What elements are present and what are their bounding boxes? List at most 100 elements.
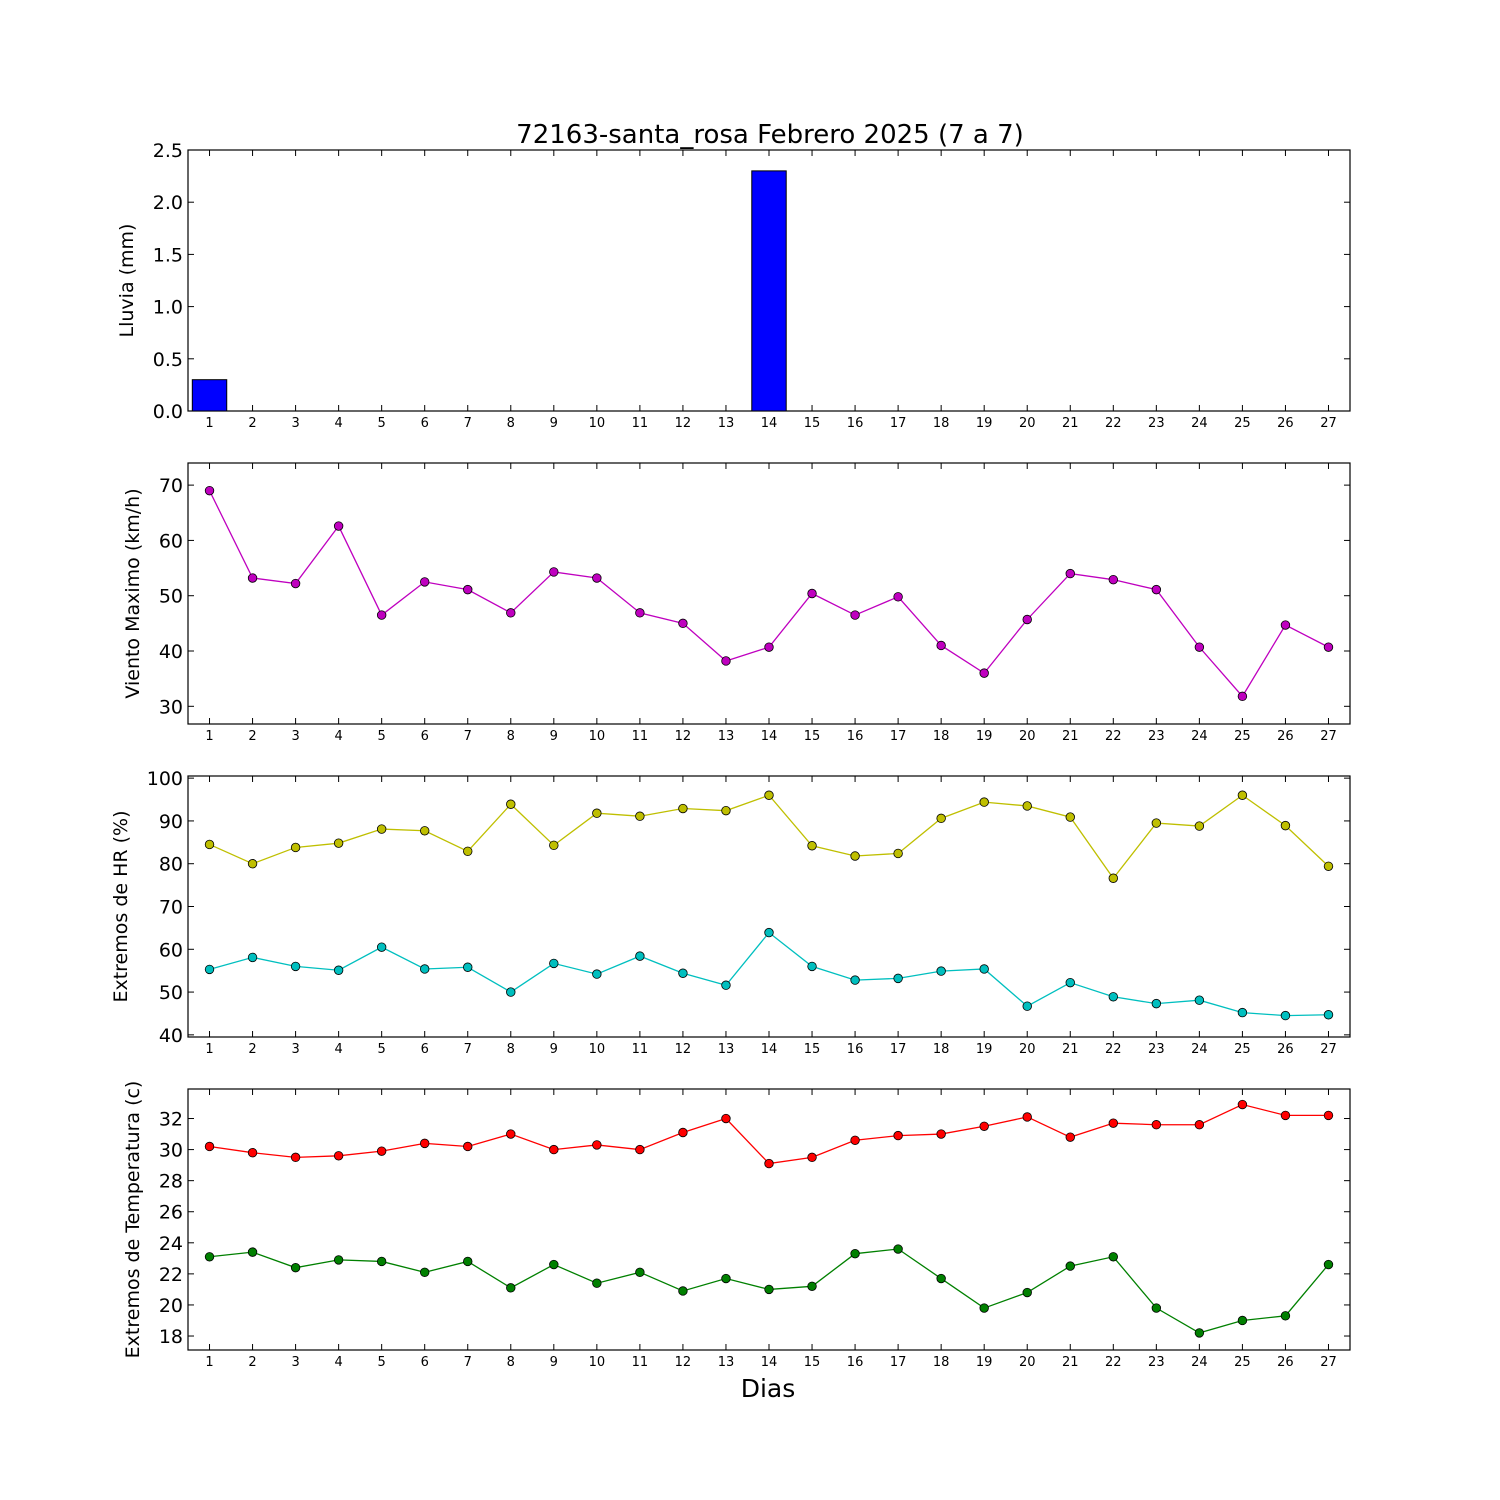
hr-min-point xyxy=(463,962,473,972)
temp-max-point xyxy=(506,1129,516,1139)
temperature-xtick-label: 27 xyxy=(1320,1355,1337,1370)
rain-xtick-label: 25 xyxy=(1234,416,1251,431)
temperature-ytick-label: 26 xyxy=(159,1202,183,1224)
temp-min-point xyxy=(936,1273,946,1284)
humidity-ytick-label: 70 xyxy=(159,897,183,919)
hr-max-point xyxy=(1022,801,1032,811)
temperature-ytick-label: 30 xyxy=(159,1140,183,1162)
rain-ytick-label: 2.5 xyxy=(153,140,183,162)
wind-max-point xyxy=(850,610,860,620)
hr-min-point xyxy=(936,966,946,976)
temp-min-point xyxy=(1280,1311,1291,1321)
humidity-xtick-label: 27 xyxy=(1320,1042,1337,1057)
wind-max-point xyxy=(721,656,731,666)
temp-max-point xyxy=(979,1121,989,1131)
rain-xtick-label: 11 xyxy=(632,416,649,431)
humidity-xtick-label: 9 xyxy=(550,1042,558,1057)
hr-min-point xyxy=(1280,1010,1291,1021)
wind-max-point xyxy=(1108,574,1118,585)
temp-max-point xyxy=(893,1130,903,1141)
rain-xtick-label: 5 xyxy=(378,416,386,431)
humidity-xtick-label: 21 xyxy=(1062,1042,1079,1057)
hr-min-point xyxy=(979,964,989,974)
temp-min-point xyxy=(979,1303,989,1313)
rain-xtick-label: 24 xyxy=(1191,416,1208,431)
wind-max-point xyxy=(893,592,903,602)
wind-xtick-label: 20 xyxy=(1019,729,1036,744)
wind-xtick-label: 12 xyxy=(675,729,692,744)
temp-min-point xyxy=(420,1267,430,1278)
temperature-ytick-label: 24 xyxy=(159,1233,183,1255)
hr-min-point xyxy=(635,951,645,961)
hr-max-point xyxy=(333,838,344,848)
wind-xtick-label: 13 xyxy=(718,729,735,744)
wind-max-point xyxy=(333,521,344,531)
temp-max-point xyxy=(807,1152,817,1163)
humidity-xtick-label: 14 xyxy=(761,1042,778,1057)
hr-min-point xyxy=(1323,1010,1334,1020)
temp-max-point xyxy=(635,1144,645,1155)
temperature-xtick-label: 26 xyxy=(1277,1355,1294,1370)
temp-max-point xyxy=(333,1151,344,1161)
temp-max-point xyxy=(463,1141,473,1152)
wind-ytick-label: 60 xyxy=(159,530,183,552)
rain-xtick-label: 14 xyxy=(761,416,778,431)
hr-min-point xyxy=(1194,995,1205,1005)
temp-min-point xyxy=(678,1286,688,1296)
temperature-xtick-label: 6 xyxy=(421,1355,429,1370)
wind-max-point xyxy=(506,608,516,618)
temp-min-point xyxy=(204,1252,215,1262)
temperature-xtick-label: 22 xyxy=(1105,1355,1122,1370)
temp-min-point xyxy=(1237,1315,1248,1326)
rain-xtick-label: 16 xyxy=(847,416,864,431)
rain-xtick-label: 13 xyxy=(718,416,735,431)
wind-ytick-label: 40 xyxy=(159,641,183,663)
humidity-xtick-label: 15 xyxy=(804,1042,821,1057)
hr-max-point xyxy=(420,826,430,836)
wind-max-line xyxy=(208,490,1329,698)
wind-xtick-label: 9 xyxy=(550,729,558,744)
humidity-xtick-label: 1 xyxy=(205,1042,213,1057)
temp-min-point xyxy=(1022,1287,1032,1298)
hr-max-point xyxy=(290,842,301,853)
temp-min-point xyxy=(635,1267,645,1278)
temp-min-point xyxy=(549,1259,559,1270)
hr-min-point xyxy=(807,961,817,972)
wind-max-point xyxy=(807,588,817,599)
hr-max-point xyxy=(979,797,989,807)
temp-min-point xyxy=(247,1247,258,1257)
temperature-xtick-label: 23 xyxy=(1148,1355,1165,1370)
wind-ytick-label: 70 xyxy=(159,475,183,497)
hr-max-point xyxy=(1151,818,1162,828)
temperature-ytick-label: 28 xyxy=(159,1171,183,1193)
rain-xtick-label: 27 xyxy=(1320,416,1337,431)
humidity-xtick-label: 16 xyxy=(847,1042,864,1057)
wind-max-point xyxy=(463,584,473,595)
humidity-xtick-label: 2 xyxy=(248,1042,256,1057)
temperature-xtick-label: 19 xyxy=(976,1355,993,1370)
hr-min-point xyxy=(721,980,731,990)
temp-min-point xyxy=(463,1256,473,1267)
humidity-xtick-label: 6 xyxy=(421,1042,429,1057)
humidity-xtick-label: 19 xyxy=(976,1042,993,1057)
hr-max-point xyxy=(204,839,215,850)
temperature-xtick-label: 17 xyxy=(890,1355,907,1370)
hr-min-point xyxy=(764,927,774,938)
temperature-xtick-label: 10 xyxy=(589,1355,606,1370)
hr-max-point xyxy=(549,840,559,851)
temp-max-point xyxy=(850,1135,860,1145)
hr-max-point xyxy=(376,824,387,834)
temperature-xtick-label: 15 xyxy=(804,1355,821,1370)
temp-max-line xyxy=(209,1103,1329,1165)
wind-xtick-label: 26 xyxy=(1277,729,1294,744)
temp-min-point xyxy=(721,1273,731,1284)
hr-max-point xyxy=(506,799,516,809)
temp-min-point xyxy=(850,1248,860,1259)
rain-xtick-label: 7 xyxy=(464,416,472,431)
humidity-ytick-label: 80 xyxy=(159,854,183,876)
humidity-ytick-label: 100 xyxy=(147,768,183,790)
temp-min-point xyxy=(1065,1261,1075,1271)
